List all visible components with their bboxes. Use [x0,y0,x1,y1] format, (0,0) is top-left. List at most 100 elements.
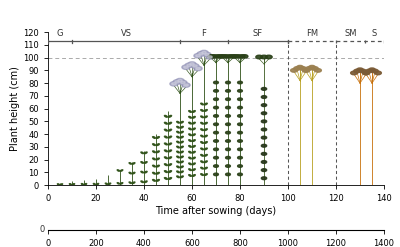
Circle shape [300,67,306,70]
Circle shape [203,52,211,57]
Circle shape [199,53,203,55]
Ellipse shape [177,166,180,168]
Ellipse shape [177,141,180,143]
Circle shape [214,140,218,142]
Ellipse shape [58,184,60,185]
Circle shape [261,55,267,59]
Circle shape [182,83,190,87]
Ellipse shape [189,175,192,176]
Circle shape [214,131,218,134]
Circle shape [194,66,202,71]
Circle shape [266,55,272,59]
Ellipse shape [164,115,167,117]
Circle shape [179,80,187,85]
Ellipse shape [201,154,204,156]
Ellipse shape [169,122,172,124]
Ellipse shape [192,128,195,130]
Ellipse shape [180,136,183,138]
Circle shape [303,69,309,72]
Ellipse shape [141,171,144,173]
Ellipse shape [180,126,183,128]
Ellipse shape [82,184,84,185]
Circle shape [242,55,248,58]
Ellipse shape [129,182,132,184]
Ellipse shape [60,184,62,185]
Ellipse shape [204,116,207,118]
Ellipse shape [164,157,167,159]
Ellipse shape [201,103,204,105]
Circle shape [197,52,205,56]
Circle shape [261,120,267,123]
Ellipse shape [120,183,123,184]
Circle shape [211,55,217,58]
Circle shape [191,64,199,68]
Circle shape [226,173,230,176]
Ellipse shape [192,111,195,112]
Circle shape [261,96,267,98]
Ellipse shape [156,172,159,174]
Circle shape [187,64,191,66]
Ellipse shape [153,165,156,167]
Circle shape [173,80,181,84]
Circle shape [354,69,360,73]
Circle shape [202,51,206,54]
Ellipse shape [164,136,167,138]
Circle shape [360,69,366,73]
Ellipse shape [201,148,204,150]
Ellipse shape [189,128,192,130]
Ellipse shape [96,184,99,185]
Circle shape [184,66,188,68]
Ellipse shape [93,184,96,185]
Ellipse shape [169,157,172,159]
Circle shape [306,67,312,70]
Circle shape [238,98,242,101]
Ellipse shape [120,170,123,171]
Circle shape [363,71,369,75]
Circle shape [188,62,196,66]
Ellipse shape [180,146,183,148]
Circle shape [235,55,241,58]
Ellipse shape [189,157,192,159]
Circle shape [230,55,236,58]
Ellipse shape [189,111,192,112]
Ellipse shape [141,162,144,163]
Ellipse shape [117,183,120,184]
Circle shape [261,144,267,147]
Circle shape [315,69,321,72]
Ellipse shape [201,110,204,111]
Circle shape [215,55,221,58]
Circle shape [261,136,267,139]
Ellipse shape [180,141,183,143]
Ellipse shape [144,181,147,183]
Text: VS: VS [120,29,132,39]
Ellipse shape [201,129,204,130]
Ellipse shape [169,171,172,172]
Circle shape [261,152,267,155]
Circle shape [223,55,229,58]
Circle shape [190,63,194,65]
Circle shape [226,106,230,109]
Y-axis label: Plant height (cm): Plant height (cm) [10,66,20,151]
Ellipse shape [153,144,156,145]
Ellipse shape [132,163,135,164]
Ellipse shape [164,129,167,131]
Circle shape [214,98,218,101]
Ellipse shape [144,162,147,163]
Circle shape [208,56,212,58]
Circle shape [200,50,208,55]
Ellipse shape [156,180,159,181]
Circle shape [256,55,262,59]
Ellipse shape [164,164,167,165]
Ellipse shape [192,151,195,153]
Circle shape [238,131,242,134]
Ellipse shape [204,154,207,156]
Text: S: S [372,29,377,39]
Ellipse shape [144,171,147,173]
Circle shape [205,53,209,56]
Circle shape [214,123,218,125]
Circle shape [226,123,230,125]
Circle shape [238,106,242,109]
Text: SM: SM [344,29,357,39]
Circle shape [294,67,300,70]
Circle shape [214,115,218,117]
